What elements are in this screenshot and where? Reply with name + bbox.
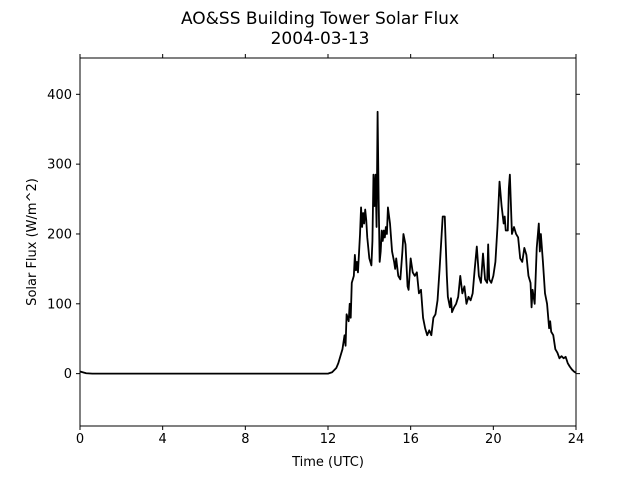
y-tick-label: 200 — [47, 227, 72, 242]
data-line — [79, 110, 577, 375]
x-tick-label: 4 — [159, 432, 167, 447]
x-axis-label: Time (UTC) — [291, 455, 364, 470]
x-tick-label: 0 — [76, 432, 84, 447]
x-tick-label: 8 — [241, 432, 249, 447]
y-tick-label: 100 — [47, 297, 72, 312]
chart-subtitle: 2004-03-13 — [271, 29, 370, 49]
plot-frame — [79, 57, 577, 427]
x-tick-label: 12 — [320, 432, 337, 447]
chart-title: AO&SS Building Tower Solar Flux — [181, 9, 459, 29]
x-tick-label: 16 — [402, 432, 419, 447]
x-tick-label: 20 — [485, 432, 502, 447]
y-axis-label: Solar Flux (W/m^2) — [25, 178, 40, 306]
x-tick-label: 24 — [568, 432, 585, 447]
y-tick-label: 300 — [47, 158, 72, 173]
y-tick-label: 0 — [64, 367, 72, 382]
y-tick-label: 400 — [47, 88, 72, 103]
